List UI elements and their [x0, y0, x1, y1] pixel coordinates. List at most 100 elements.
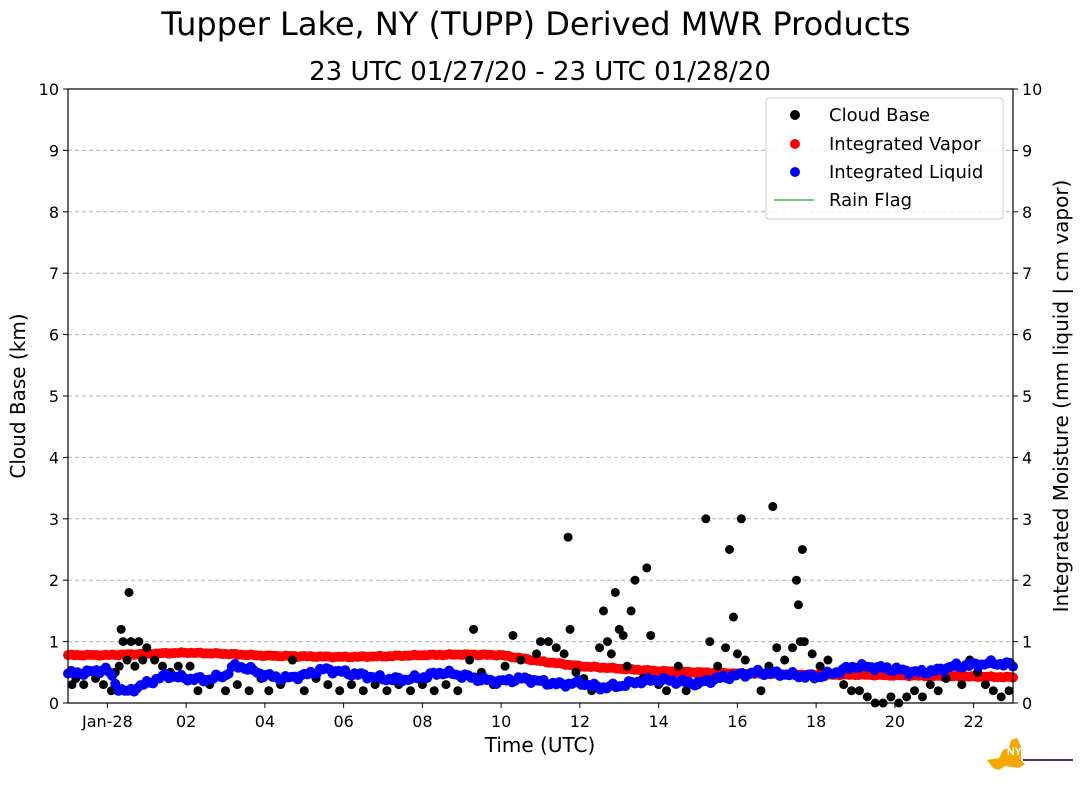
x-axis: Jan-28 02 04 06 08 10 12 14 16 18 20 22 [81, 703, 984, 731]
cloud-base-point [646, 630, 656, 640]
x-tick-label: 22 [963, 712, 983, 731]
y-tick-label-right: 6 [1022, 326, 1032, 345]
cloud-base-point [130, 661, 140, 671]
logo-text: NYS Mesonet [1007, 746, 1075, 758]
cloud-base-point [98, 680, 108, 690]
cloud-base-point [335, 686, 345, 696]
x-tick-label: Jan-28 [81, 712, 133, 731]
cloud-base-point [701, 514, 711, 524]
cloud-base-point [933, 686, 943, 696]
cloud-base-point [323, 680, 333, 690]
cloud-base-point [142, 643, 152, 653]
cloud-base-point [980, 680, 990, 690]
cloud-base-point [925, 680, 935, 690]
cloud-base-point [823, 655, 833, 665]
cloud-base-point [124, 587, 134, 597]
x-axis-label: Time (UTC) [484, 733, 596, 757]
cloud-base-point [725, 545, 734, 554]
cloud-base-point [854, 686, 864, 696]
cloud-base-point [815, 661, 825, 671]
y-tick-label-left: 4 [49, 448, 59, 467]
cloud-base-point [886, 692, 896, 702]
cloud-base-point [543, 637, 553, 647]
cloud-base-point [150, 655, 160, 665]
cloud-base-point [705, 637, 715, 647]
cloud-base-point [465, 655, 475, 665]
cloud-base-point [516, 655, 526, 665]
cloud-base-point [559, 649, 569, 659]
cloud-base-point [287, 655, 297, 665]
nys-mesonet-logo: NYS Mesonet [987, 738, 1075, 770]
cloud-base-point [244, 686, 254, 696]
cloud-base-point [902, 692, 912, 702]
legend-marker-integrated-liquid [790, 167, 800, 177]
cloud-base-point [626, 606, 636, 616]
cloud-base-point [185, 661, 195, 671]
cloud-base-point [610, 587, 620, 597]
x-tick-label: 18 [806, 712, 826, 731]
cloud-base-point [772, 643, 782, 653]
legend-marker-cloud-base [790, 110, 800, 120]
cloud-base-point [788, 643, 797, 653]
cloud-base-point [622, 661, 632, 671]
legend-label-integrated-vapor: Integrated Vapor [829, 134, 981, 155]
x-tick-label: 10 [491, 712, 511, 731]
cloud-base-point [740, 655, 750, 665]
series-integrated-liquid [63, 655, 1018, 697]
cloud-base-point [721, 643, 731, 653]
y-tick-label-right: 4 [1022, 448, 1032, 467]
chart-subtitle: 23 UTC 01/27/20 - 23 UTC 01/28/20 [309, 57, 771, 87]
y-tick-label-right: 2 [1022, 571, 1032, 590]
y-tick-label-left: 8 [49, 203, 59, 222]
y-tick-label-left: 6 [49, 326, 59, 345]
cloud-base-point [756, 686, 766, 696]
legend-box [765, 97, 1004, 220]
x-tick-label: 14 [648, 712, 668, 731]
cloud-base-point [799, 637, 809, 647]
y-tick-label-right: 9 [1022, 141, 1032, 160]
cloud-base-point [106, 686, 116, 696]
cloud-base-point [232, 680, 242, 690]
y-axis-label-right: Integrated Moisture (mm liquid | cm vapo… [1049, 180, 1073, 613]
cloud-base-point [862, 692, 872, 702]
cloud-base-point [370, 680, 380, 690]
cloud-base-point [429, 686, 439, 696]
y-axis-left: 0 1 2 3 4 5 6 7 8 9 10 [39, 80, 68, 713]
legend-label-cloud-base: Cloud Base [829, 105, 930, 126]
cloud-base-point [988, 686, 998, 696]
cloud-base-point [599, 606, 608, 616]
cloud-base-point [116, 624, 126, 634]
y-tick-label-left: 7 [49, 264, 59, 283]
cloud-base-point [563, 532, 573, 542]
cloud-base-point [221, 686, 230, 696]
y-tick-label-right: 7 [1022, 264, 1032, 283]
x-tick-label: 02 [176, 712, 196, 731]
liquid-point [107, 670, 118, 681]
cloud-base-point [571, 667, 581, 677]
x-tick-label: 06 [333, 712, 353, 731]
grid-lines [68, 149, 1013, 643]
y-axis-right: 0 1 2 3 4 5 6 7 8 9 10 [1013, 80, 1042, 713]
cloud-base-point [602, 637, 612, 647]
cloud-base-point [642, 563, 652, 573]
cloud-base-point [732, 649, 742, 659]
cloud-base-point [134, 637, 144, 647]
cloud-base-point [299, 686, 309, 696]
cloud-base-point [673, 661, 683, 671]
cloud-base-point [122, 655, 132, 665]
cloud-base-point [358, 686, 368, 696]
y-tick-label-right: 0 [1022, 694, 1032, 713]
cloud-base-point [736, 514, 746, 524]
chart-title: Tupper Lake, NY (TUPP) Derived MWR Produ… [160, 5, 910, 43]
x-tick-label: 16 [727, 712, 747, 731]
cloud-base-point [839, 680, 849, 690]
cloud-base-point [917, 692, 927, 702]
x-tick-label: 20 [885, 712, 905, 731]
cloud-base-point [910, 686, 920, 696]
cloud-base-point [847, 686, 857, 696]
x-tick-label: 04 [255, 712, 275, 731]
cloud-base-point [780, 655, 790, 665]
legend-marker-integrated-vapor [790, 139, 800, 149]
cloud-base-point [662, 686, 671, 696]
